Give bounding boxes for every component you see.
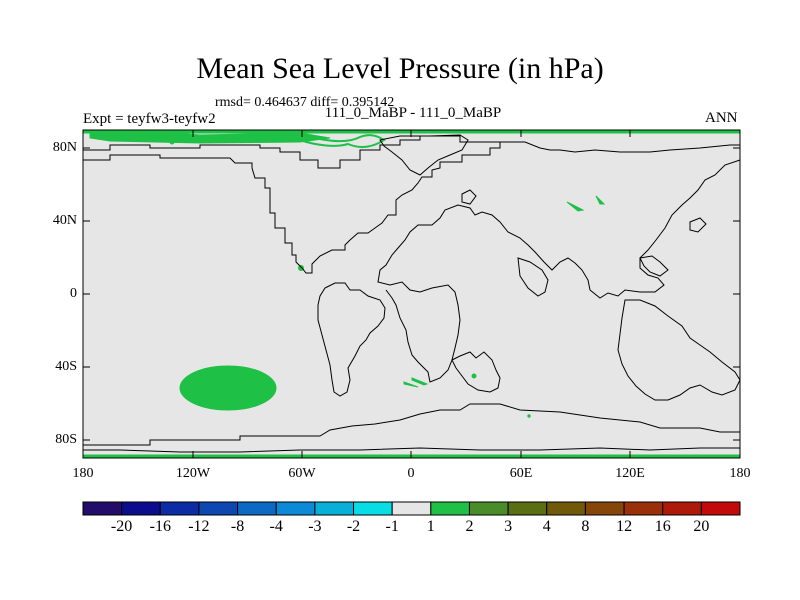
colorbar-label: -12	[188, 518, 210, 535]
experiment-label: Expt = teyfw3-teyfw2	[83, 111, 216, 127]
colorbar-box	[700, 501, 741, 516]
coast-se-asia	[639, 255, 669, 277]
colorbar-box	[468, 501, 509, 516]
lon-label-180w: 180	[72, 466, 94, 481]
anomaly-dot-arctic	[169, 139, 175, 145]
anomaly-dot-south	[527, 414, 531, 418]
anomaly-asia-a	[566, 201, 585, 212]
season-label: ANN	[705, 110, 738, 126]
colorbar-box	[159, 501, 200, 516]
coast-antarctica	[83, 403, 741, 453]
colorbar-label: -8	[230, 518, 245, 535]
colorbar-box	[275, 501, 316, 516]
anomaly-dot-mexico	[298, 265, 304, 271]
colorbar-label: -20	[110, 518, 133, 535]
colorbar-label: -4	[269, 518, 283, 535]
coast-greenland	[379, 134, 469, 176]
colorbar-label: 20	[693, 518, 710, 535]
lon-label-60e: 60E	[509, 466, 533, 481]
colorbar-label: -3	[308, 518, 322, 535]
colorbar-label: 8	[581, 518, 590, 535]
coast-south-america	[317, 282, 386, 397]
coast-british-isles	[461, 189, 477, 205]
colorbar-box	[82, 501, 123, 516]
map-background	[83, 130, 740, 458]
colorbar-label: -1	[385, 518, 399, 535]
coast-eurasia-africa	[377, 141, 741, 383]
colorbar-label: 2	[465, 518, 474, 535]
lon-label-0: 0	[407, 466, 415, 481]
coast-india	[517, 257, 549, 297]
colorbar-box	[198, 501, 239, 516]
colorbar-box	[237, 501, 277, 516]
anomaly-asia-b	[595, 195, 606, 205]
coast-africa	[451, 351, 501, 393]
anomaly-south-atlantic-b	[403, 381, 419, 388]
colorbar-box	[584, 501, 625, 516]
colorbar-label: 16	[654, 518, 671, 535]
colorbar-box	[391, 501, 432, 516]
anomaly-dot-indian	[471, 373, 477, 379]
colorbar-label: 12	[616, 518, 633, 535]
colorbar-label: -16	[149, 518, 171, 535]
coast-east-asia-islands	[689, 217, 707, 233]
colorbar-box	[121, 501, 161, 516]
stats-text: rmsd= 0.464637 diff= 0.395142	[215, 95, 395, 110]
colorbar-box	[546, 501, 586, 516]
lon-label-180e: 180	[729, 466, 751, 481]
lat-label-0: 0	[70, 286, 77, 301]
lon-label-120e: 120E	[615, 466, 645, 481]
lon-label-120w: 120W	[175, 466, 211, 481]
colorbar	[82, 501, 741, 516]
lat-label-40s: 40S	[55, 359, 77, 374]
lat-label-80n: 80N	[52, 140, 77, 155]
plot-title: Mean Sea Level Pressure (in hPa)	[196, 52, 604, 85]
anomaly-south-pacific	[179, 365, 277, 411]
lon-label-60w: 60W	[288, 466, 316, 481]
colorbar-label: 3	[504, 518, 513, 535]
coast-north-america	[83, 135, 501, 274]
colorbar-label: 4	[542, 518, 551, 535]
lat-ticks	[83, 147, 740, 441]
lat-label-40n: 40N	[52, 213, 77, 228]
anomaly-arctic-band	[89, 132, 331, 144]
lat-label-80s: 80S	[55, 432, 77, 447]
colorbar-box	[507, 501, 548, 516]
colorbar-box	[623, 501, 664, 516]
colorbar-box	[353, 501, 393, 516]
coastlines	[83, 134, 741, 453]
colorbar-box	[430, 501, 470, 516]
case-label: 111_0_MaBP - 111_0_MaBP	[324, 105, 502, 121]
coast-australia	[617, 299, 741, 401]
lon-ticks	[192, 130, 631, 458]
colorbar-label: -2	[346, 518, 361, 535]
anomaly-south-atlantic-a	[411, 377, 429, 386]
colorbar-box	[314, 501, 355, 516]
anomaly-arctic-pattern	[299, 132, 386, 148]
colorbar-label: 1	[426, 518, 435, 535]
colorbar-box	[662, 501, 702, 516]
